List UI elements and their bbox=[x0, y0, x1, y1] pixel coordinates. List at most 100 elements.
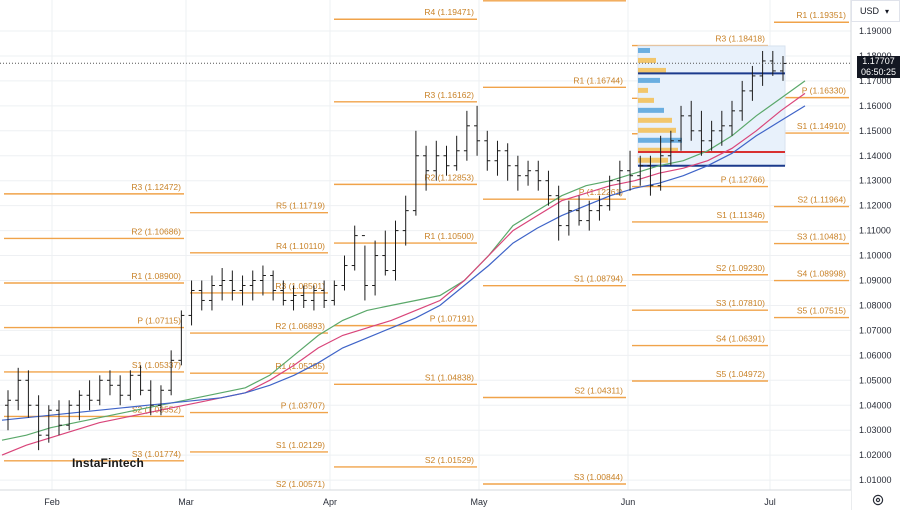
time-tick-label: May bbox=[470, 497, 488, 507]
ohlc-bar bbox=[392, 220, 399, 281]
ohlc-bar bbox=[106, 370, 113, 396]
pivot-level-label: S2 (1.00571) bbox=[276, 479, 325, 489]
price-tick-label: 1.10000 bbox=[859, 251, 892, 261]
ohlc-bar bbox=[525, 160, 532, 186]
volume-profile-bar bbox=[638, 57, 656, 63]
time-axis bbox=[0, 490, 851, 510]
ohlc-bar bbox=[647, 155, 654, 196]
pivot-level-label: S5 (1.07515) bbox=[797, 306, 846, 316]
price-tick-label: 1.11000 bbox=[859, 226, 891, 236]
price-tick-label: 1.06000 bbox=[859, 350, 892, 360]
pivot-level-label: R3 (1.16162) bbox=[424, 90, 474, 100]
pivot-level-label: R1 (1.08900) bbox=[131, 271, 181, 281]
watermark-logo: InstaFintech bbox=[72, 456, 144, 470]
ohlc-bar bbox=[729, 100, 736, 136]
pivot-level-label: P (1.16330) bbox=[802, 86, 846, 96]
volume-profile-bar bbox=[638, 137, 682, 143]
pivot-level-label: R1 (1.16744) bbox=[573, 75, 623, 85]
ohlc-bar bbox=[412, 130, 419, 216]
pivot-level-label: S1 (1.02129) bbox=[276, 440, 325, 450]
ohlc-bar bbox=[229, 270, 236, 301]
price-tick-label: 1.15000 bbox=[859, 126, 892, 136]
ohlc-bar bbox=[15, 367, 22, 411]
ohlc-bar bbox=[35, 395, 42, 451]
ohlc-bar bbox=[45, 405, 52, 443]
ohlc-bar bbox=[698, 110, 705, 156]
ohlc-bar bbox=[239, 275, 246, 306]
ohlc-bar bbox=[382, 230, 389, 276]
ohlc-bar bbox=[535, 160, 542, 191]
price-tick-label: 1.01000 bbox=[859, 475, 892, 485]
current-price-tag: 1.17707 06:50:25 bbox=[857, 56, 900, 78]
ohlc-bar bbox=[168, 350, 175, 396]
currency-selector[interactable]: USD ▾ bbox=[851, 0, 900, 22]
ohlc-bar bbox=[463, 110, 470, 161]
pivot-level-label: S3 (1.07810) bbox=[716, 298, 765, 308]
pivot-level-label: S4 (1.06391) bbox=[716, 334, 765, 344]
ohlc-bar bbox=[178, 310, 185, 366]
ohlc-bar bbox=[117, 375, 124, 406]
ohlc-bar bbox=[504, 143, 511, 181]
chevron-down-icon: ▾ bbox=[885, 6, 890, 16]
ohlc-bar bbox=[688, 100, 695, 141]
volume-profile-bar bbox=[638, 87, 648, 93]
price-tick-label: 1.17000 bbox=[859, 76, 892, 86]
ohlc-bar bbox=[321, 280, 328, 308]
ohlc-bar bbox=[423, 145, 430, 191]
pivot-level-label: S1 (1.14910) bbox=[797, 121, 846, 131]
ohlc-bar bbox=[137, 365, 144, 396]
volume-profile-bar bbox=[638, 117, 672, 123]
settings-icon[interactable] bbox=[872, 494, 884, 506]
price-tick-label: 1.18000 bbox=[859, 51, 892, 61]
price-tick-label: 1.14000 bbox=[859, 151, 892, 161]
pivot-level-label: S3 (1.01774) bbox=[132, 449, 181, 459]
ohlc-bar bbox=[484, 130, 491, 171]
price-tick-label: 1.08000 bbox=[859, 300, 892, 310]
currency-label: USD bbox=[860, 6, 880, 16]
pivot-level-label: S1 (1.11346) bbox=[716, 210, 765, 220]
pivot-level-label: R4 (1.19471) bbox=[424, 7, 474, 17]
pivot-level-label: S5 (1.04972) bbox=[716, 369, 765, 379]
ohlc-bar bbox=[443, 145, 450, 176]
pivot-level-label: S1 (1.05337) bbox=[132, 360, 181, 370]
price-tick-label: 1.07000 bbox=[859, 325, 892, 335]
volume-profile-bar bbox=[638, 107, 664, 113]
pivot-level-label: P (1.12261) bbox=[579, 187, 623, 197]
ohlc-bar bbox=[188, 280, 195, 326]
ohlc-bar bbox=[514, 155, 521, 191]
price-axis bbox=[851, 0, 900, 510]
ohlc-bar bbox=[749, 65, 756, 101]
ohlc-bar bbox=[208, 275, 215, 311]
time-tick-label: Jun bbox=[621, 497, 636, 507]
pivot-level-label: S3 (1.10481) bbox=[797, 232, 846, 242]
ohlc-bar bbox=[718, 110, 725, 146]
ohlc-bar bbox=[474, 105, 481, 156]
moving-average-line bbox=[1, 92, 806, 456]
ohlc-bar bbox=[545, 170, 552, 206]
pivot-level-label: P (1.07115) bbox=[137, 316, 181, 326]
pivot-level-label: S1 (1.08794) bbox=[574, 274, 623, 284]
pivot-level-label: R1 (1.10500) bbox=[424, 231, 474, 241]
price-tick-label: 1.09000 bbox=[859, 276, 892, 286]
ohlc-bar bbox=[565, 200, 572, 236]
pivot-level-label: S2 (1.03552) bbox=[132, 404, 181, 414]
volume-profile-bar bbox=[638, 47, 650, 53]
ohlc-bar bbox=[402, 195, 409, 246]
ohlc-bar bbox=[127, 370, 134, 401]
ohlc-bar bbox=[280, 280, 287, 306]
ohlc-bar bbox=[606, 175, 613, 211]
pivot-level-label: S2 (1.04311) bbox=[574, 385, 623, 395]
ohlc-bar bbox=[86, 380, 93, 411]
volume-profile-bar bbox=[638, 77, 660, 83]
pivot-level-label: R1 (1.19351) bbox=[796, 10, 846, 20]
ohlc-bar bbox=[259, 265, 266, 296]
ohlc-bar bbox=[453, 135, 460, 171]
ohlc-bar bbox=[249, 270, 256, 301]
volume-profile-bar bbox=[638, 67, 666, 73]
pivot-level-label: R5 (1.11719) bbox=[276, 201, 325, 211]
pivot-level-label: R2 (1.12853) bbox=[424, 172, 474, 182]
pivot-level-label: P (1.12766) bbox=[721, 175, 765, 185]
moving-average-line bbox=[1, 105, 806, 421]
